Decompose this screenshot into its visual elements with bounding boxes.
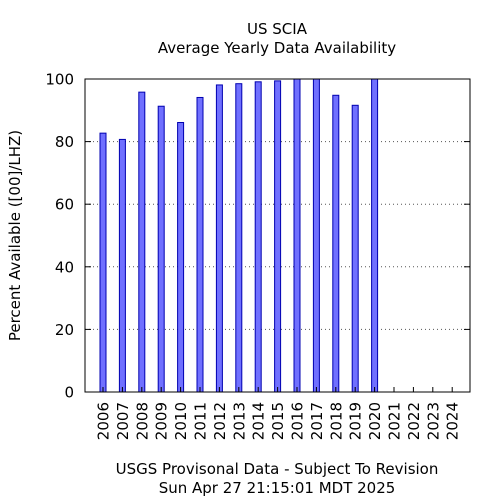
x-tick-label: 2010: [172, 402, 190, 440]
bar-2009: [157, 105, 165, 393]
x-tick-label: 2008: [133, 402, 151, 440]
bar-2007: [118, 138, 126, 393]
y-tick-label: 60: [55, 196, 74, 214]
bar-2008: [138, 91, 146, 393]
y-tick-label: 40: [55, 258, 74, 276]
x-tick-label: 2021: [386, 402, 404, 440]
x-tick-label: 2014: [250, 402, 268, 440]
bar-2016: [293, 78, 301, 393]
bar-2017: [312, 78, 320, 393]
x-tick-label: 2023: [424, 402, 442, 440]
x-tick-label: 2016: [289, 402, 307, 440]
bar-2010: [177, 122, 185, 393]
x-tick-label: 2012: [211, 402, 229, 440]
x-tick-label: 2013: [230, 402, 248, 440]
footer-timestamp: Sun Apr 27 21:15:01 MDT 2025: [159, 479, 396, 497]
y-axis-label: Percent Available ([00]/LHZ): [6, 130, 24, 341]
x-tick-label: 2017: [308, 402, 326, 440]
y-tick-label: 100: [45, 71, 74, 89]
y-ticks: 0 20 40 60 80 100: [45, 71, 470, 402]
x-tick-label: 2024: [444, 402, 462, 440]
x-tick-label: 2006: [95, 402, 113, 440]
x-tick-label: 2007: [114, 402, 132, 440]
bar-2020: [371, 78, 379, 393]
y-tick-label: 80: [55, 133, 74, 151]
y-tick-label: 20: [55, 321, 74, 339]
bar-2014: [254, 81, 262, 393]
chart-subtitle: Average Yearly Data Availability: [158, 39, 396, 57]
bar-2006: [99, 132, 107, 393]
bar-2013: [235, 83, 243, 393]
footer-disclaimer: USGS Provisonal Data - Subject To Revisi…: [116, 460, 439, 478]
bars: [99, 78, 379, 393]
x-tick-label: 2015: [269, 402, 287, 440]
bar-2011: [196, 96, 204, 393]
x-tick-label: 2009: [153, 402, 171, 440]
x-ticks: 2006 2007 2008 2009 2010 2011 2012 2013 2014 2015…: [95, 387, 462, 440]
x-tick-label: 2011: [192, 402, 210, 440]
x-tick-label: 2020: [366, 402, 384, 440]
y-tick-label: 0: [64, 384, 74, 402]
x-tick-label: 2022: [405, 402, 423, 440]
bar-2015: [274, 80, 282, 393]
bar-2019: [351, 104, 359, 393]
x-tick-label: 2018: [327, 402, 345, 440]
x-tick-label: 2019: [347, 402, 365, 440]
bar-2012: [215, 84, 223, 393]
bar-2018: [332, 94, 340, 393]
chart-title: US SCIA: [247, 20, 308, 38]
